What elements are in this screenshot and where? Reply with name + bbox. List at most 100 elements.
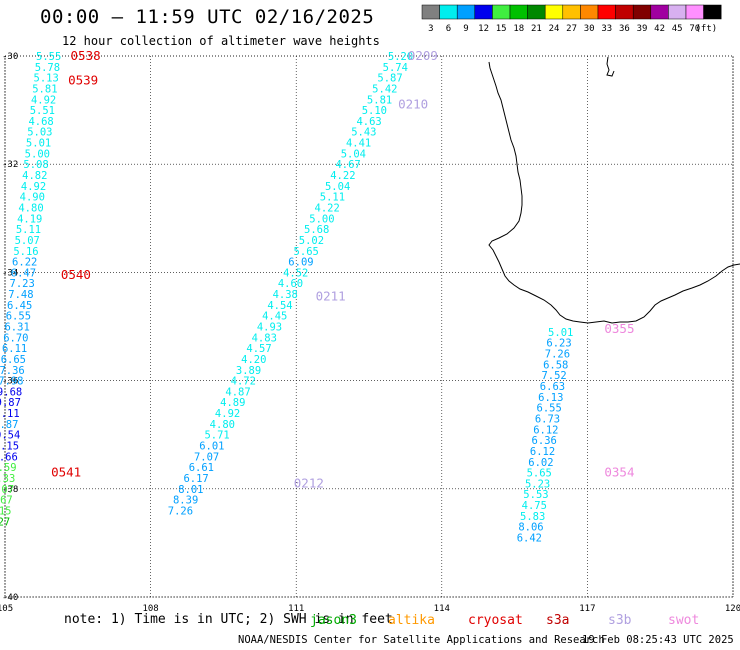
legend-label: 30 [584, 24, 595, 34]
wave-height-value: 5.07 [15, 235, 40, 247]
wave-height-value: 5.81 [32, 83, 57, 95]
wave-height-value: 4.60 [278, 278, 303, 290]
wave-height-value: 4.20 [241, 354, 266, 366]
legend-swatch [703, 4, 722, 20]
wave-height-value: 6.61 [189, 462, 214, 474]
wave-height-value: 10.54 [0, 430, 20, 442]
wave-height-value: 5.68 [304, 224, 329, 236]
pass-labels: 0538 0539 0540 0541 0209 0210 0211 0212 0355 0354 [51, 48, 634, 490]
legend-swatch [456, 4, 476, 20]
legend-swatch [597, 4, 616, 20]
legend-swatch [632, 4, 652, 20]
footer-note: note: 1) Time is in UTC; 2) SWH is in fe… [64, 612, 393, 627]
wave-height-value: 7.52 [541, 370, 566, 382]
lon-tick-label: 117 [579, 604, 595, 614]
wave-height-value: 6.63 [540, 381, 565, 393]
wave-height-value: 4.22 [330, 170, 355, 182]
wave-height-value: 4.57 [246, 343, 271, 355]
wave-height-value: 4.82 [22, 170, 47, 182]
wave-height-value: 5.71 [204, 430, 229, 442]
wave-height-value: 4.90 [20, 192, 45, 204]
wave-height-value: 5.10 [362, 105, 387, 117]
wave-height-value: 4.67 [335, 159, 360, 171]
wave-height-value: 6.22 [12, 257, 37, 269]
wave-height-value: 5.87 [377, 73, 402, 85]
wave-height-value: 5.81 [367, 94, 392, 106]
wave-height-value: 4.92 [215, 408, 240, 420]
wave-height-value: 5.53 [523, 489, 548, 501]
pass-time-label: 0354 [604, 465, 634, 480]
legend-label: 27 [566, 24, 577, 34]
satellite-name: cryosat [468, 613, 523, 628]
legend-swatch [650, 4, 669, 20]
wave-height-value: 6.45 [7, 300, 32, 312]
page-title: 00:00 — 11:59 UTC 02/16/2025 [40, 6, 375, 28]
wave-height-value: 6.42 [517, 532, 542, 544]
wave-height-value: 5.83 [520, 511, 545, 523]
wave-height-value: 6.58 [543, 359, 568, 371]
lon-tick-label: 120 [725, 604, 740, 614]
track-1: 5.555.785.135.814.925.514.685.035.015.00… [0, 51, 61, 528]
pass-time-label: 0212 [294, 475, 324, 490]
wave-height-value: 6.55 [6, 311, 31, 323]
wave-height-value: 6.12 [530, 446, 555, 458]
wave-height-value: 9.87 [0, 397, 21, 409]
wave-height-value: 5.43 [351, 127, 376, 139]
lat-tick-label: -40 [2, 593, 18, 603]
legend-label: 45 [672, 24, 683, 34]
wave-height-value: 7.36 [0, 365, 25, 377]
lat-tick-label: -30 [2, 52, 18, 62]
wave-height-value: 6.47 [11, 267, 36, 279]
satellite-legend: jason3 altika cryosat s3a s3b swot [310, 613, 699, 628]
pass-time-label: 0538 [71, 48, 101, 63]
coastline [488, 56, 740, 324]
legend-swatch [492, 4, 511, 20]
wave-height-value: 4.54 [267, 300, 292, 312]
wave-height-value: 8.06 [518, 522, 543, 534]
wave-height-value: 6.02 [528, 457, 553, 469]
wave-height-value: 5.65 [294, 246, 319, 258]
footer-note-text: note: 1) Time is in UTC; 2) SWH is in fe… [64, 612, 393, 627]
wave-height-value: 4.22 [315, 202, 340, 214]
wave-height-value: 5.11 [320, 192, 345, 204]
wave-height-value: 5.42 [372, 83, 397, 95]
wave-height-value: 5.01 [548, 327, 573, 339]
wave-height-value: 12.67 [0, 495, 13, 507]
map-grid: 105 108 111 114 117 120 -30 -32 -34 -36 -38 -40 [0, 52, 740, 614]
wave-height-value: 4.92 [31, 94, 56, 106]
legend-label: 42 [654, 24, 665, 34]
track-3: 5.016.237.266.587.526.636.136.556.736.12… [517, 327, 574, 545]
legend-swatch [580, 4, 599, 20]
legend-label: 21 [531, 24, 542, 34]
legend-swatch [474, 4, 493, 20]
wave-height-value: 3.89 [236, 365, 261, 377]
wave-height-value: 6.17 [183, 473, 208, 485]
wave-height-value: 6.55 [537, 403, 562, 415]
pass-time-label: 0210 [398, 97, 428, 112]
satellite-name: altika [388, 613, 435, 628]
legend-swatch [544, 4, 564, 20]
legend-swatch [509, 4, 528, 20]
wave-height-value: 4.52 [283, 267, 308, 279]
wave-height-value: 5.74 [383, 62, 408, 74]
australia-coastline [488, 61, 740, 324]
wave-height-value: 4.72 [231, 376, 256, 388]
wave-height-value: 5.11 [16, 224, 41, 236]
wave-height-value: 5.02 [299, 235, 324, 247]
lat-tick-label: -34 [2, 268, 18, 278]
wave-height-value: 7.23 [10, 278, 35, 290]
wave-height-value: 4.75 [522, 500, 547, 512]
legend-swatch [685, 4, 704, 20]
satellite-name: jason3 [310, 613, 357, 628]
wave-height-value: 5.00 [25, 148, 50, 160]
wave-height-value: 6.11 [2, 343, 27, 355]
wave-height-value: 6.09 [288, 257, 313, 269]
pass-time-label: 0211 [316, 289, 346, 304]
wave-height-value: 15.27 [0, 516, 10, 528]
wave-height-value: 4.92 [21, 181, 46, 193]
wave-height-value: 6.36 [532, 435, 557, 447]
wave-height-value: 11.66 [0, 451, 18, 463]
island-outline [606, 56, 615, 77]
wave-height-value: 4.41 [346, 138, 371, 150]
wave-height-value: 7.98 [0, 376, 23, 388]
